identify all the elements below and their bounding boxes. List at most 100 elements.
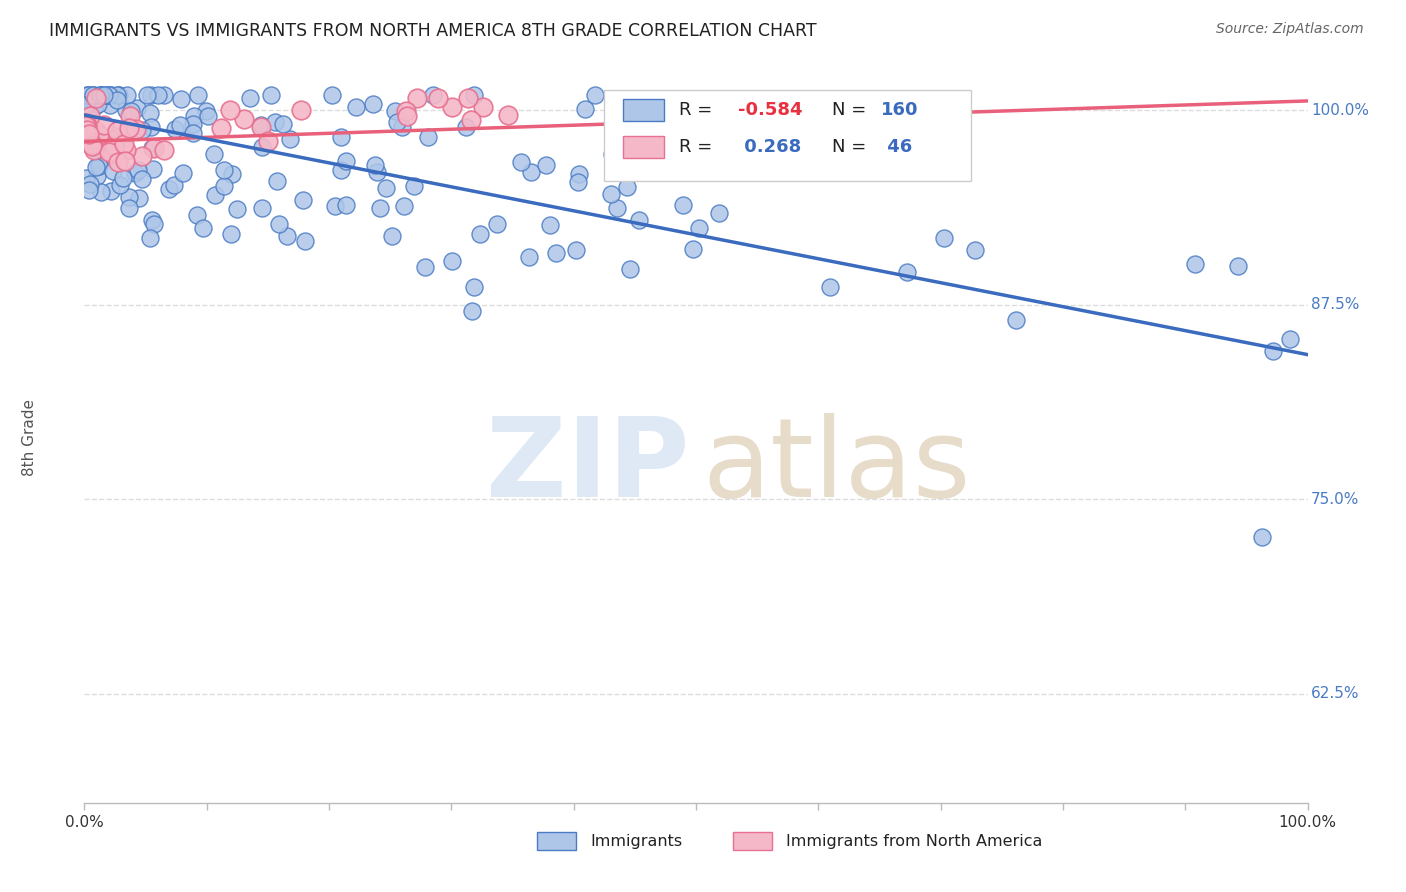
Point [181, 126, 204, 140]
Point [181, 117, 204, 131]
Text: 160: 160 [880, 101, 918, 120]
Text: Source: ZipAtlas.com: Source: ZipAtlas.com [1216, 22, 1364, 37]
Point [384, 104, 406, 119]
Point [136, 87, 159, 102]
Point [127, 163, 149, 178]
Point [461, 303, 484, 318]
Point [574, 102, 596, 116]
Point [370, 202, 392, 216]
Point [80, 87, 103, 102]
Point [115, 103, 138, 117]
Point [707, 206, 730, 220]
Point [98, 131, 121, 145]
Point [141, 212, 163, 227]
Point [193, 220, 215, 235]
Point [142, 161, 165, 176]
Point [124, 166, 146, 180]
Point [239, 91, 262, 105]
Point [568, 167, 591, 181]
Point [89, 129, 111, 144]
Point [157, 182, 180, 196]
Point [76, 87, 98, 102]
FancyBboxPatch shape [623, 99, 664, 121]
Point [83, 87, 105, 102]
Point [422, 87, 444, 102]
Point [1184, 257, 1206, 271]
Point [606, 202, 628, 216]
Point [112, 171, 135, 186]
Point [266, 173, 288, 187]
Point [79, 92, 101, 106]
Point [98, 97, 121, 112]
Text: R =: R = [679, 101, 718, 120]
Point [544, 246, 567, 260]
Text: 100.0%: 100.0% [1312, 103, 1369, 118]
Point [89, 87, 111, 102]
Point [187, 87, 209, 102]
Point [82, 136, 104, 151]
Point [486, 218, 509, 232]
Text: Immigrants: Immigrants [591, 834, 683, 848]
Point [118, 202, 141, 216]
Point [214, 178, 236, 193]
Point [153, 143, 176, 157]
Text: R =: R = [679, 137, 718, 156]
Point [335, 154, 357, 169]
Point [1250, 530, 1272, 544]
Point [76, 131, 98, 145]
Point [471, 100, 494, 114]
Point [105, 93, 128, 107]
Text: 75.0%: 75.0% [1312, 491, 1360, 507]
Point [250, 120, 273, 134]
Point [83, 143, 105, 157]
Point [536, 158, 558, 172]
Point [120, 104, 142, 119]
Point [896, 265, 918, 279]
Point [79, 136, 101, 150]
Point [344, 100, 367, 114]
Point [75, 120, 97, 134]
Point [114, 143, 136, 157]
Point [139, 106, 162, 120]
Point [107, 87, 129, 102]
Point [599, 187, 621, 202]
Point [413, 260, 436, 274]
Point [141, 120, 163, 135]
Point [87, 96, 110, 111]
Point [82, 139, 104, 153]
Point [934, 230, 956, 244]
Point [117, 121, 139, 136]
Point [565, 244, 588, 258]
Point [97, 87, 120, 102]
Point [97, 87, 120, 102]
Point [75, 98, 97, 112]
Point [271, 116, 294, 130]
Point [141, 87, 163, 102]
Point [1279, 332, 1302, 346]
Point [89, 128, 111, 143]
Point [118, 190, 141, 204]
Point [172, 166, 194, 180]
Point [366, 165, 388, 179]
Point [100, 87, 122, 102]
Point [818, 280, 841, 294]
Point [114, 154, 136, 169]
Point [290, 103, 312, 117]
Point [688, 220, 710, 235]
Point [405, 91, 427, 105]
Text: 87.5%: 87.5% [1312, 297, 1360, 312]
Point [142, 140, 165, 154]
Point [89, 87, 111, 102]
Point [183, 109, 205, 123]
Point [375, 181, 398, 195]
Point [105, 87, 128, 102]
Point [76, 123, 98, 137]
Point [641, 93, 664, 107]
Point [416, 130, 439, 145]
Point [141, 141, 163, 155]
Text: 46: 46 [880, 137, 912, 156]
Point [278, 132, 301, 146]
Point [84, 160, 107, 174]
Point [87, 157, 110, 171]
Text: 0.268: 0.268 [738, 137, 801, 156]
